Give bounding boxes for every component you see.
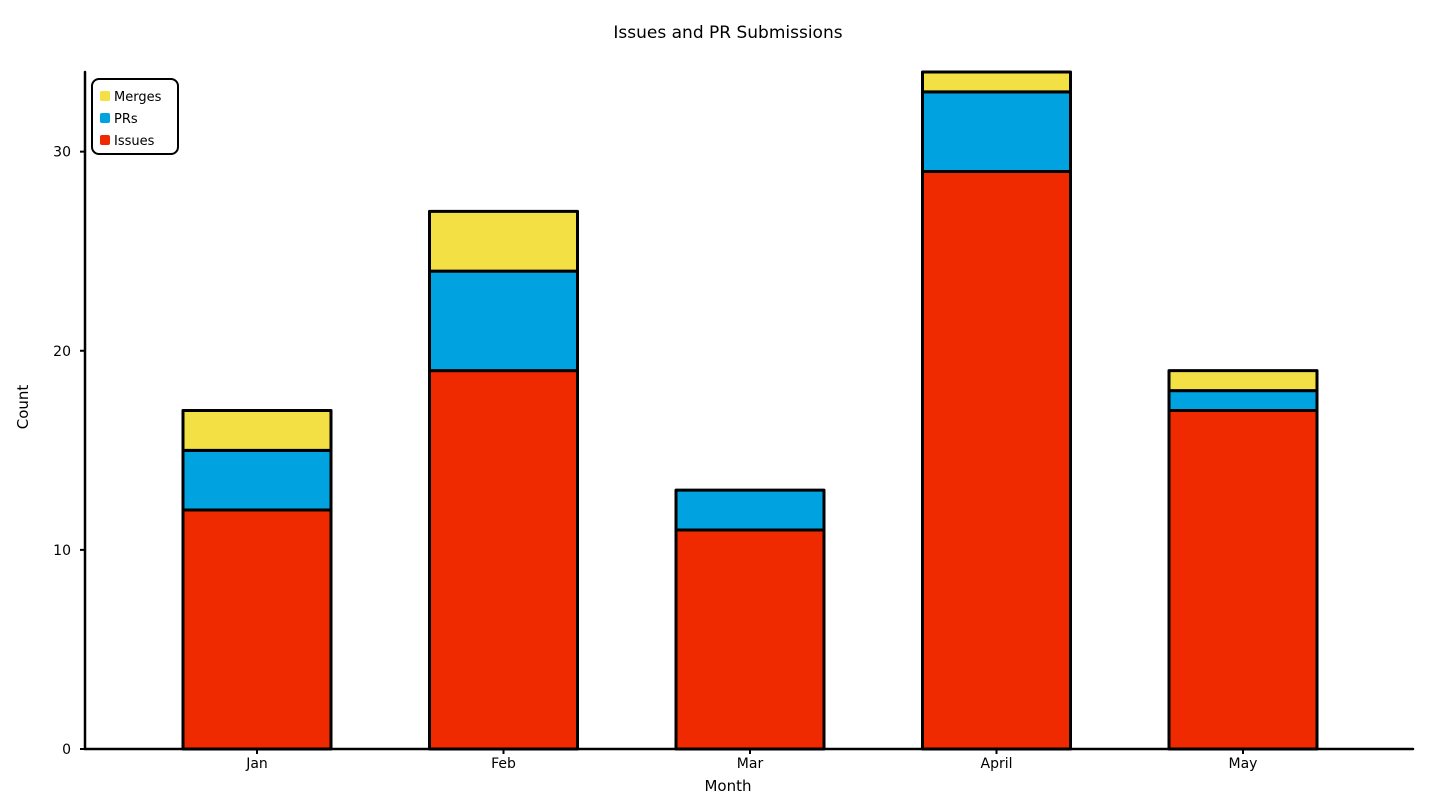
legend-label-issues: Issues	[114, 134, 155, 149]
legend-swatch-merges	[100, 91, 110, 101]
bar-feb-issues	[428, 369, 579, 751]
bar-jan-merges	[181, 409, 333, 452]
bar-jan-issues	[181, 508, 333, 751]
bar-may-merges	[1167, 369, 1319, 393]
y-axis-label: Count	[14, 385, 32, 430]
bar-may-issues	[1167, 409, 1319, 751]
bar-mar-prs	[674, 488, 826, 532]
bar-april-merges	[921, 70, 1072, 94]
bar-may-prs	[1167, 389, 1319, 412]
x-tick-label-mar: Mar	[737, 756, 764, 772]
legend-label-prs: PRs	[114, 112, 138, 127]
legend-swatch-issues	[100, 135, 110, 145]
y-tick-label-0: 0	[62, 742, 71, 758]
legend-swatch-prs	[100, 113, 110, 123]
bar-mar-issues	[674, 528, 826, 751]
y-tick-label-10: 10	[53, 543, 71, 559]
ticks-layer: 0 10 20 30 Jan Feb Mar April May	[53, 145, 1257, 772]
x-tick-label-feb: Feb	[491, 756, 516, 772]
y-tick-label-30: 30	[53, 145, 71, 161]
x-tick-label-april: April	[981, 756, 1013, 772]
bar-april-issues	[921, 170, 1072, 751]
y-tick-label-20: 20	[53, 344, 71, 360]
bar-april-prs	[921, 90, 1072, 174]
legend-box	[91, 78, 179, 155]
chart-title: Issues and PR Submissions	[613, 23, 842, 43]
bars-layer	[181, 70, 1319, 751]
x-axis-label: Month	[704, 777, 751, 795]
x-tick-label-jan: Jan	[245, 756, 268, 772]
legend-label-merges: Merges	[114, 90, 162, 105]
legend: Merges PRs Issues	[91, 78, 179, 155]
x-tick-label-may: May	[1229, 756, 1258, 772]
bar-jan-prs	[181, 448, 333, 512]
bar-feb-prs	[428, 269, 579, 373]
bar-feb-merges	[428, 209, 579, 273]
